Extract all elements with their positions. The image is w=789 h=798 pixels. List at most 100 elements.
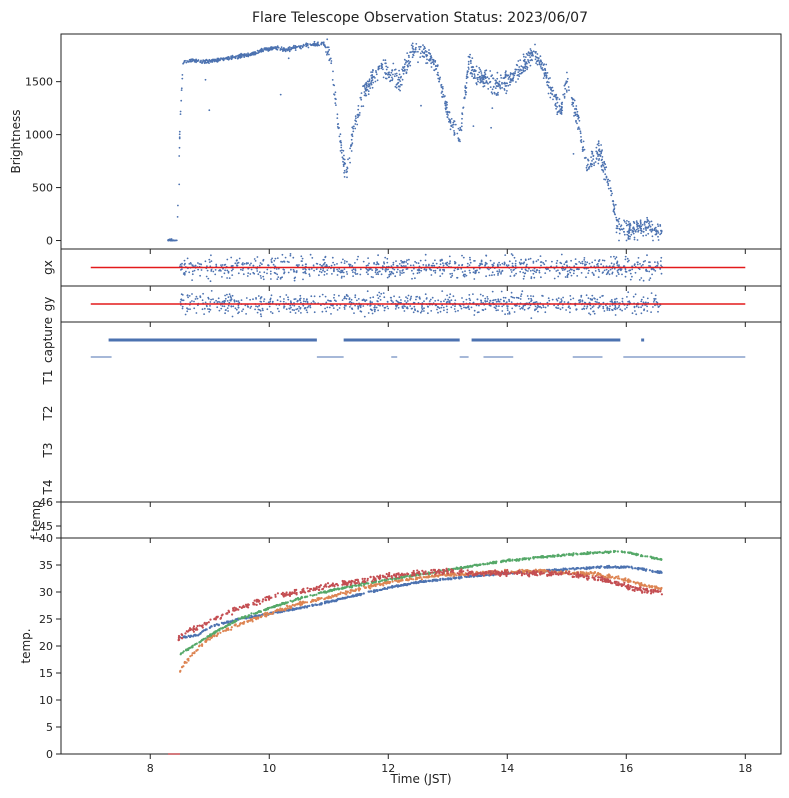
gy-point bbox=[181, 305, 184, 308]
gy-point bbox=[270, 311, 272, 313]
brightness-point bbox=[594, 161, 597, 163]
gy-point bbox=[480, 301, 483, 303]
gx-point bbox=[464, 270, 466, 272]
gx-point bbox=[574, 258, 577, 260]
brightness-point bbox=[495, 80, 498, 82]
gy-point bbox=[429, 298, 432, 301]
gy-point bbox=[296, 300, 299, 302]
temp-point bbox=[627, 581, 630, 584]
gy-point bbox=[231, 294, 234, 297]
gy-point bbox=[293, 309, 295, 312]
temp-point bbox=[348, 591, 351, 594]
temp-point bbox=[239, 622, 242, 626]
brightness-point bbox=[627, 238, 630, 240]
temp-point bbox=[359, 594, 362, 597]
gy-point bbox=[259, 313, 262, 316]
gy-point bbox=[569, 295, 572, 297]
gy-point bbox=[621, 297, 624, 300]
temp-point bbox=[354, 588, 357, 591]
gy-point bbox=[374, 305, 376, 307]
gy-point bbox=[437, 311, 439, 314]
brightness-point bbox=[167, 239, 170, 242]
gx-point bbox=[497, 265, 499, 268]
gx-point bbox=[567, 273, 569, 276]
brightness-point bbox=[378, 65, 381, 68]
brightness-point bbox=[434, 68, 437, 71]
gx-point bbox=[603, 259, 606, 262]
gy-point bbox=[209, 301, 212, 303]
gy-point bbox=[276, 307, 279, 310]
temp-point bbox=[331, 599, 334, 602]
temp-point bbox=[230, 628, 233, 631]
brightness-point bbox=[367, 83, 370, 85]
gy-point bbox=[321, 310, 324, 313]
brightness-point bbox=[351, 142, 354, 145]
gx-point bbox=[260, 277, 262, 279]
gy-point bbox=[652, 306, 654, 308]
gy-point bbox=[410, 295, 413, 298]
brightness-point bbox=[364, 88, 367, 90]
gy-point bbox=[503, 300, 505, 303]
gx-point bbox=[318, 270, 321, 273]
gy-point bbox=[581, 308, 584, 311]
brightness-point bbox=[576, 113, 579, 116]
brightness-point bbox=[252, 52, 254, 54]
gy-point bbox=[409, 297, 412, 299]
gx-point bbox=[648, 261, 650, 264]
gy-point bbox=[640, 298, 643, 301]
gy-point bbox=[209, 308, 212, 311]
gx-point bbox=[212, 270, 215, 273]
gy-point bbox=[244, 304, 247, 307]
brightness-point bbox=[611, 192, 613, 195]
gx-point bbox=[578, 261, 581, 263]
brightness-point bbox=[342, 160, 344, 163]
brightness-point bbox=[424, 47, 426, 50]
brightness-point bbox=[500, 77, 503, 79]
gy-point bbox=[569, 307, 571, 310]
gx-point bbox=[474, 272, 477, 275]
gx-point bbox=[420, 269, 423, 272]
gx-point bbox=[522, 262, 525, 265]
temp-y-tick-label: 30 bbox=[39, 586, 53, 599]
gx-point bbox=[660, 256, 663, 259]
brightness-point bbox=[623, 233, 626, 236]
gx-point bbox=[580, 272, 583, 274]
gx-point bbox=[583, 257, 586, 259]
gx-point bbox=[378, 270, 380, 273]
brightness-point bbox=[561, 109, 564, 112]
brightness-point bbox=[181, 74, 184, 76]
brightness-point bbox=[616, 225, 619, 228]
brightness-point bbox=[591, 160, 593, 162]
brightness-point bbox=[625, 239, 628, 242]
gy-point bbox=[602, 305, 605, 308]
brightness-point bbox=[538, 63, 541, 66]
gy-point bbox=[328, 306, 331, 309]
brightness-point bbox=[582, 146, 585, 148]
temp-series-0 bbox=[179, 564, 663, 639]
brightness-point bbox=[642, 230, 645, 233]
gx-point bbox=[581, 260, 584, 263]
gx-point bbox=[500, 271, 502, 273]
gx-point bbox=[188, 271, 191, 274]
gx-point bbox=[557, 269, 559, 272]
gy-point bbox=[312, 300, 315, 303]
brightness-point bbox=[626, 233, 629, 236]
gy-point bbox=[224, 297, 227, 300]
brightness-point bbox=[434, 61, 436, 63]
gx-point bbox=[288, 261, 290, 263]
gy-point bbox=[442, 306, 445, 309]
gx-point bbox=[331, 256, 334, 259]
brightness-point bbox=[497, 83, 500, 86]
gx-point bbox=[269, 270, 272, 273]
brightness-point bbox=[598, 150, 601, 153]
brightness-point bbox=[204, 78, 207, 81]
brightness-point bbox=[545, 72, 547, 75]
gx-point bbox=[352, 271, 354, 273]
brightness-point bbox=[528, 61, 530, 64]
gy-point bbox=[454, 310, 457, 313]
gx-point bbox=[458, 264, 460, 267]
gx-point bbox=[491, 271, 494, 274]
gx-point bbox=[376, 261, 378, 264]
brightness-point bbox=[377, 67, 380, 69]
gx-point bbox=[323, 270, 326, 273]
